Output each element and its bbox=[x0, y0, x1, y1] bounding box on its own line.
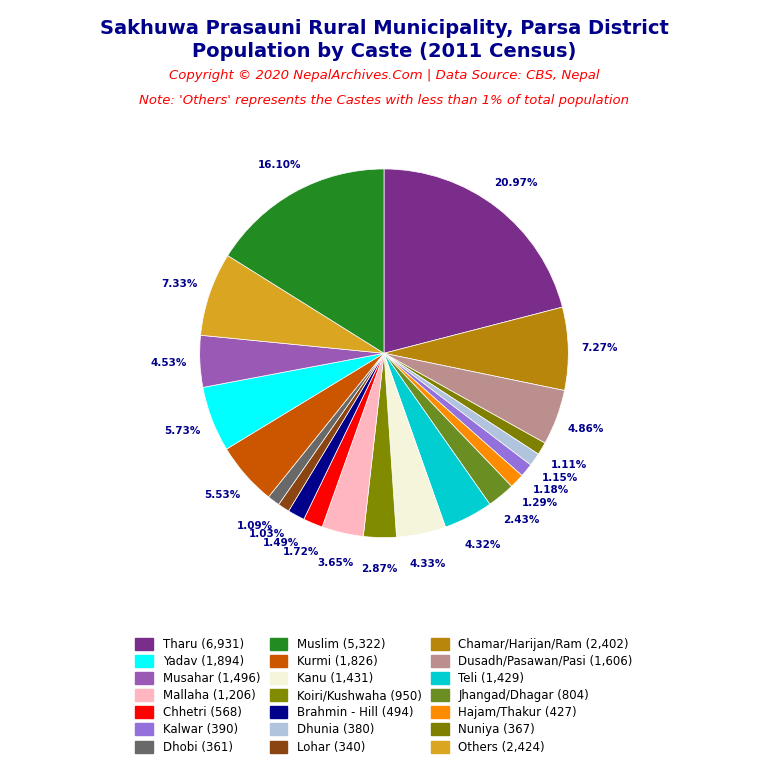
Text: Note: 'Others' represents the Castes with less than 1% of total population: Note: 'Others' represents the Castes wit… bbox=[139, 94, 629, 107]
Wedge shape bbox=[363, 353, 396, 538]
Wedge shape bbox=[279, 353, 384, 511]
Text: 2.43%: 2.43% bbox=[503, 515, 539, 525]
Wedge shape bbox=[200, 335, 384, 387]
Wedge shape bbox=[384, 169, 562, 353]
Text: 4.53%: 4.53% bbox=[151, 358, 187, 368]
Text: 2.87%: 2.87% bbox=[361, 564, 397, 574]
Wedge shape bbox=[384, 353, 490, 527]
Text: 1.09%: 1.09% bbox=[237, 521, 273, 531]
Wedge shape bbox=[384, 353, 522, 486]
Text: 1.11%: 1.11% bbox=[551, 460, 587, 470]
Wedge shape bbox=[269, 353, 384, 505]
Text: 1.72%: 1.72% bbox=[283, 548, 319, 558]
Text: Copyright © 2020 NepalArchives.Com | Data Source: CBS, Nepal: Copyright © 2020 NepalArchives.Com | Dat… bbox=[169, 69, 599, 82]
Text: 7.27%: 7.27% bbox=[581, 343, 617, 353]
Text: 4.33%: 4.33% bbox=[409, 559, 446, 569]
Wedge shape bbox=[384, 353, 445, 537]
Wedge shape bbox=[384, 307, 568, 391]
Text: Sakhuwa Prasauni Rural Municipality, Parsa District: Sakhuwa Prasauni Rural Municipality, Par… bbox=[100, 19, 668, 38]
Wedge shape bbox=[384, 353, 531, 475]
Wedge shape bbox=[304, 353, 384, 527]
Wedge shape bbox=[289, 353, 384, 519]
Text: 16.10%: 16.10% bbox=[258, 160, 301, 170]
Text: 1.03%: 1.03% bbox=[248, 529, 285, 539]
Wedge shape bbox=[227, 353, 384, 497]
Text: 3.65%: 3.65% bbox=[317, 558, 353, 568]
Text: 5.73%: 5.73% bbox=[164, 425, 201, 435]
Wedge shape bbox=[228, 169, 384, 353]
Wedge shape bbox=[384, 353, 511, 504]
Text: Population by Caste (2011 Census): Population by Caste (2011 Census) bbox=[192, 42, 576, 61]
Wedge shape bbox=[384, 353, 538, 465]
Text: 20.97%: 20.97% bbox=[495, 177, 538, 187]
Text: 4.86%: 4.86% bbox=[568, 423, 604, 433]
Wedge shape bbox=[203, 353, 384, 449]
Legend: Tharu (6,931), Yadav (1,894), Musahar (1,496), Mallaha (1,206), Chhetri (568), K: Tharu (6,931), Yadav (1,894), Musahar (1… bbox=[131, 633, 637, 758]
Text: 1.29%: 1.29% bbox=[521, 498, 558, 508]
Text: 1.49%: 1.49% bbox=[263, 538, 300, 548]
Text: 5.53%: 5.53% bbox=[204, 491, 240, 501]
Wedge shape bbox=[323, 353, 384, 536]
Text: 4.32%: 4.32% bbox=[465, 540, 501, 550]
Wedge shape bbox=[200, 256, 384, 353]
Text: 1.18%: 1.18% bbox=[532, 485, 569, 495]
Wedge shape bbox=[384, 353, 545, 454]
Text: 1.15%: 1.15% bbox=[542, 472, 578, 482]
Text: 7.33%: 7.33% bbox=[162, 279, 198, 289]
Wedge shape bbox=[384, 353, 564, 443]
